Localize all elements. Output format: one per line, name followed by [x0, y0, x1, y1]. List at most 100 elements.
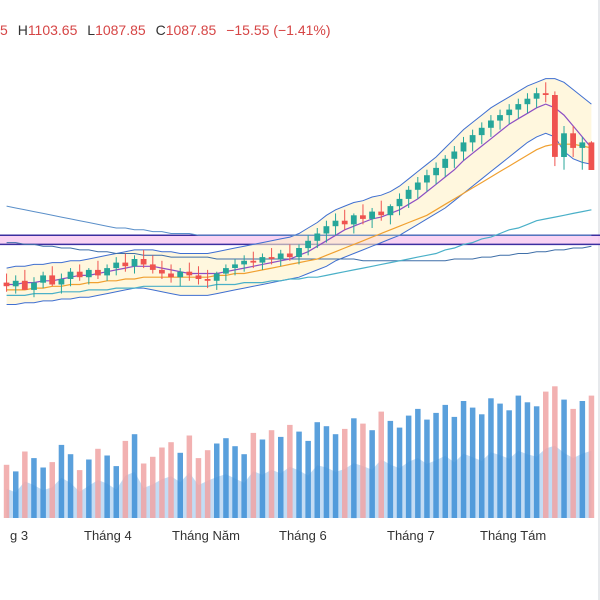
volume-bar — [460, 401, 467, 518]
candle-body — [469, 135, 476, 143]
candle-body — [533, 93, 540, 99]
volume-bar — [488, 398, 494, 518]
candle-body — [213, 273, 220, 281]
candle-body — [104, 268, 110, 276]
volume-bar — [323, 426, 330, 518]
ohlc-close-key: C — [155, 22, 166, 38]
volume-bar — [524, 402, 531, 518]
candle-body — [552, 95, 558, 157]
volume-bar — [40, 467, 46, 518]
volume-bar — [241, 454, 247, 518]
candle-body — [168, 273, 174, 278]
candle-body — [305, 240, 311, 249]
volume-bar — [378, 411, 384, 518]
volume-bar — [570, 408, 576, 518]
volume-bar — [223, 438, 229, 518]
candle-body — [542, 93, 549, 95]
volume-bar — [58, 444, 65, 518]
volume-bar — [332, 434, 339, 518]
candle-body — [85, 269, 92, 278]
x-tick-label: g 3 — [10, 528, 28, 543]
volume-bar — [396, 427, 403, 518]
volume-bar — [469, 407, 476, 518]
volume-bar — [552, 386, 558, 518]
candle-body — [323, 226, 330, 234]
candle-body — [588, 142, 595, 170]
candle-body — [250, 260, 257, 263]
volume-bar — [49, 462, 55, 518]
candle-body — [286, 253, 293, 258]
volume-bar — [561, 399, 567, 518]
candle-body — [561, 133, 567, 157]
bollinger-upper-line — [6, 78, 592, 269]
volume-bar — [497, 403, 503, 518]
candle-body — [387, 206, 394, 216]
candle-body — [579, 142, 586, 148]
volume-bar — [95, 448, 101, 518]
candle-body — [259, 257, 266, 263]
volume-bar — [22, 451, 28, 518]
candle-body — [268, 257, 275, 259]
candle-body — [3, 282, 10, 287]
candle-body — [40, 275, 46, 283]
candle-body — [378, 211, 385, 216]
volume-bar — [278, 436, 284, 518]
candle-body — [414, 182, 421, 190]
candle-body — [360, 215, 366, 219]
candle-body — [241, 260, 247, 265]
volume-bar — [479, 414, 485, 518]
candle-body — [204, 279, 211, 281]
x-tick-label: Tháng Năm — [172, 528, 240, 543]
volume-bar — [360, 423, 366, 518]
candle-body — [396, 198, 403, 207]
volume-bar — [259, 439, 266, 518]
volume-bar — [195, 458, 202, 518]
candle-body — [31, 282, 37, 290]
volume-bar — [104, 455, 110, 518]
volume-bar — [579, 401, 586, 518]
volume-bar — [415, 408, 421, 518]
volume-bar — [250, 432, 257, 518]
candle-body — [488, 120, 494, 128]
ohlc-high-value: 1103.65 — [27, 22, 78, 38]
candle-body — [95, 269, 101, 276]
x-tick-label: Tháng 7 — [387, 528, 435, 543]
volume-bar — [177, 452, 183, 518]
volume-bar — [369, 430, 375, 518]
volume-bar — [442, 404, 448, 518]
x-tick-label: Tháng 6 — [279, 528, 327, 543]
volume-bar — [506, 410, 512, 518]
volume-bar — [131, 434, 138, 518]
ohlc-open-tail: 5 — [0, 22, 8, 38]
candle-body — [314, 233, 321, 241]
volume-bar — [424, 419, 430, 518]
candle-body — [369, 211, 375, 219]
volume-bar — [214, 443, 220, 518]
volume-bar — [67, 454, 74, 518]
candle-body — [332, 220, 339, 227]
candle-body — [149, 264, 156, 270]
volume-bar — [13, 471, 19, 518]
ohlc-legend: 5 H1103.65 L1087.85 C1087.85 −15.55 (−1.… — [0, 22, 331, 42]
candle-body — [58, 279, 65, 285]
volume-bar — [168, 442, 174, 518]
candle-body — [12, 280, 19, 287]
candle-body — [296, 248, 302, 258]
candle-body — [424, 175, 430, 183]
volume-bar — [451, 416, 458, 518]
volume-bar — [387, 420, 394, 518]
candle-body — [159, 269, 165, 274]
candle-body — [232, 264, 238, 268]
candle-body — [76, 271, 83, 278]
volume-bar — [268, 430, 275, 518]
candle-body — [460, 142, 467, 152]
candle-body — [497, 115, 503, 121]
ohlc-low-key: L — [87, 22, 96, 38]
volume-bar — [186, 435, 193, 518]
volume-bar — [76, 470, 83, 518]
volume-bar — [204, 450, 211, 518]
candle-body — [524, 98, 531, 105]
volume-bar — [31, 458, 37, 518]
